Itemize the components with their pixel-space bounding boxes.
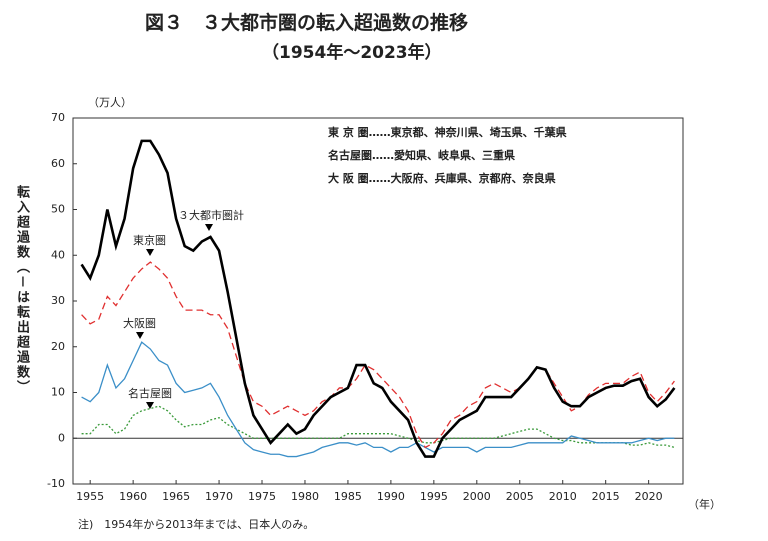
x-tick-label: 2015 xyxy=(592,490,620,503)
x-tick-label: 2020 xyxy=(635,490,663,503)
x-tick-label: 1970 xyxy=(205,490,233,503)
y-tick-label: 60 xyxy=(51,157,65,170)
y-tick-label: 50 xyxy=(51,203,65,216)
x-tick-label: 1980 xyxy=(291,490,319,503)
series-line xyxy=(81,261,675,449)
arrow xyxy=(136,332,144,339)
y-axis-label: 転入超過数（－は転出超過数） xyxy=(14,185,29,396)
x-tick-label: 2000 xyxy=(463,490,491,503)
y-tick-label: 10 xyxy=(51,386,65,399)
x-unit: （年） xyxy=(688,497,721,511)
y-unit: （万人） xyxy=(88,96,132,109)
series-line xyxy=(81,405,675,449)
x-tick-label: 1960 xyxy=(119,490,147,503)
x-tick-label: 1985 xyxy=(334,490,362,503)
arrow xyxy=(205,224,213,231)
x-tick-label: 1995 xyxy=(420,490,448,503)
x-tick-label: 1955 xyxy=(76,490,104,503)
arrow xyxy=(146,402,154,409)
series-annotation: 名古屋圏 xyxy=(128,386,172,400)
note: 注) 1954年から2013年までは、日本人のみ。 xyxy=(78,517,314,531)
y-tick-label: 40 xyxy=(51,248,65,261)
arrow xyxy=(146,249,154,256)
x-tick-label: 1990 xyxy=(377,490,405,503)
series-line xyxy=(81,341,675,458)
legend-text: 東 京 圏……東京都、神奈川県、埼玉県、千葉県 xyxy=(328,125,567,139)
series-annotation: 大阪圏 xyxy=(123,316,156,330)
x-tick-label: 2010 xyxy=(549,490,577,503)
chart-subtitle: （1954年～2023年） xyxy=(262,43,442,63)
chart-title: 図３ ３大都市圏の転入超過数の推移 xyxy=(145,12,469,34)
y-tick-label: 70 xyxy=(51,111,65,124)
x-tick-label: 1965 xyxy=(162,490,190,503)
legend-text: 大 阪 圏……大阪府、兵庫県、京都府、奈良県 xyxy=(328,171,556,185)
series-line xyxy=(80,139,676,458)
y-tick-label: 20 xyxy=(51,340,65,353)
legend-text: 名古屋圏……愛知県、岐阜県、三重県 xyxy=(328,148,515,162)
y-tick-label: 30 xyxy=(51,294,65,307)
y-tick-label: 0 xyxy=(58,431,65,444)
y-tick-label: -10 xyxy=(47,477,65,490)
series-annotation: 東京圏 xyxy=(133,233,166,247)
x-tick-label: 1975 xyxy=(248,490,276,503)
x-tick-label: 2005 xyxy=(506,490,534,503)
series-annotation: ３大都市圏計 xyxy=(178,208,244,222)
